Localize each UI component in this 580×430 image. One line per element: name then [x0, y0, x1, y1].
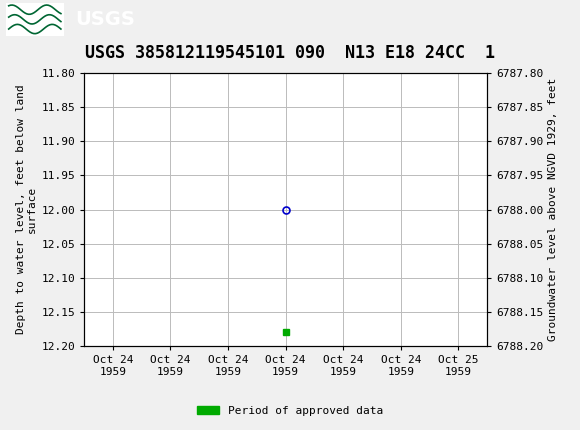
- Y-axis label: Depth to water level, feet below land
surface: Depth to water level, feet below land su…: [16, 85, 37, 335]
- Text: USGS 385812119545101 090  N13 E18 24CC  1: USGS 385812119545101 090 N13 E18 24CC 1: [85, 44, 495, 62]
- Bar: [6, 3, 64, 36]
- Legend: Period of approved data: Period of approved data: [193, 401, 387, 420]
- Y-axis label: Groundwater level above NGVD 1929, feet: Groundwater level above NGVD 1929, feet: [548, 78, 557, 341]
- Text: USGS: USGS: [75, 10, 135, 29]
